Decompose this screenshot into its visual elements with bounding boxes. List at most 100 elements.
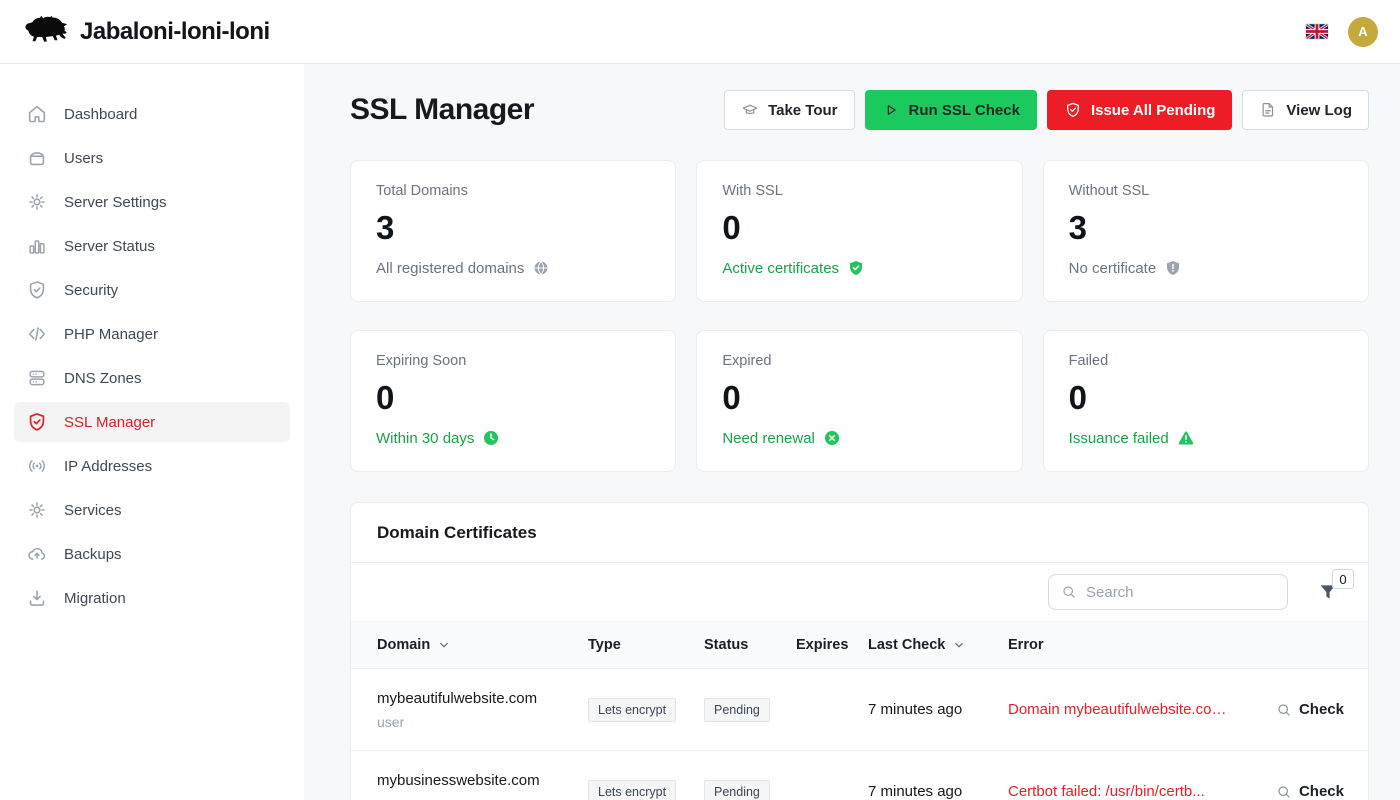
sidebar-item-label: Server Status — [64, 237, 155, 255]
column-label: Expires — [796, 637, 849, 653]
run-ssl-check-button[interactable]: Run SSL Check — [864, 90, 1037, 130]
language-flag-icon[interactable] — [1306, 24, 1328, 39]
sidebar-item-php-manager[interactable]: PHP Manager — [14, 314, 290, 354]
main-content: SSL Manager Take Tour Run SSL Check Issu… — [304, 64, 1400, 800]
take-tour-button[interactable]: Take Tour — [724, 90, 855, 130]
x-circle-icon — [824, 430, 839, 446]
stat-footer: Issuance failed — [1069, 429, 1343, 447]
stat-footer-label: Within 30 days — [376, 429, 475, 447]
code-icon — [28, 327, 46, 341]
sidebar-item-label: PHP Manager — [64, 325, 158, 343]
filter-count-badge: 0 — [1332, 569, 1354, 589]
shield-check-icon — [29, 281, 45, 299]
stat-label: Expired — [722, 353, 772, 369]
status-cell: Pending — [704, 697, 796, 722]
stat-label: Failed — [1068, 353, 1109, 369]
stat-footer-label: No certificate — [1068, 259, 1157, 277]
home-icon — [28, 105, 46, 123]
gear-icon — [29, 194, 45, 210]
type-cell: Lets encrypt — [588, 697, 704, 722]
status-badge: Pending — [704, 697, 770, 722]
user-avatar[interactable]: A — [1348, 16, 1378, 47]
stat-value: 3 — [1068, 209, 1088, 246]
check-button[interactable]: Check — [1276, 783, 1344, 800]
sidebar-item-users[interactable]: Users — [14, 138, 290, 178]
sidebar-item-label: Services — [64, 501, 122, 519]
chevron-down-icon — [440, 642, 449, 648]
stat-value: 3 — [376, 209, 395, 246]
shield-check-icon — [1067, 102, 1079, 118]
check-label: Check — [1298, 783, 1344, 800]
stat-label: Expiring Soon — [376, 353, 467, 369]
broadcast-icon — [29, 460, 45, 472]
sidebar-item-security[interactable]: Security — [14, 270, 290, 310]
search-box — [1048, 574, 1288, 610]
column-header-expires: Expires — [796, 637, 868, 653]
column-header-last-check[interactable]: Last Check — [868, 637, 1008, 653]
column-label: Status — [704, 637, 749, 653]
warning-triangle-icon — [1178, 431, 1193, 445]
view-log-label: View Log — [1286, 101, 1352, 119]
stat-card-expiring-soon: Expiring Soon 0 Within 30 days — [350, 330, 677, 472]
sidebar-item-backups[interactable]: Backups — [14, 534, 290, 574]
stats-grid: Total Domains 3 All registered domains W… — [350, 160, 1369, 472]
cloud-upload-icon — [28, 547, 46, 560]
search-icon — [1278, 703, 1290, 716]
sidebar-item-dns-zones[interactable]: DNS Zones — [14, 358, 290, 398]
sidebar: Dashboard Users Server Settings Server S… — [0, 64, 304, 800]
stat-footer: All registered domains — [376, 259, 650, 277]
users-box-icon — [29, 152, 45, 166]
globe-icon — [534, 261, 548, 275]
topbar-right: A — [1306, 16, 1378, 47]
error-cell: Domain mybeautifulwebsite.com... — [1008, 701, 1237, 718]
sidebar-item-ssl-manager[interactable]: SSL Manager — [14, 402, 290, 442]
app-title: Jabaloni-loni-loni — [80, 17, 270, 45]
domain-user: user — [377, 796, 588, 800]
filter-button[interactable]: 0 — [1318, 569, 1354, 602]
table-row: mybeautifulwebsite.com user Lets encrypt… — [351, 669, 1368, 751]
sidebar-item-services[interactable]: Services — [14, 490, 290, 530]
shield-check-icon — [850, 260, 863, 276]
last-check-cell: 7 minutes ago — [868, 701, 963, 718]
status-badge: Pending — [704, 779, 770, 800]
search-input[interactable] — [1086, 583, 1285, 601]
server-stack-icon — [29, 370, 45, 386]
funnel-icon — [1320, 585, 1336, 599]
stat-value: 0 — [722, 379, 741, 416]
clock-icon — [484, 430, 499, 446]
take-tour-label: Take Tour — [768, 101, 838, 119]
stat-label: With SSL — [722, 183, 783, 199]
sidebar-item-label: Dashboard — [64, 105, 138, 123]
type-badge: Lets encrypt — [588, 697, 677, 722]
bar-chart-icon — [29, 240, 45, 254]
sidebar-item-dashboard[interactable]: Dashboard — [14, 94, 290, 134]
check-button[interactable]: Check — [1276, 701, 1344, 718]
stat-value: 0 — [722, 209, 741, 246]
boar-logo-icon — [25, 15, 68, 42]
last-check-cell: 7 minutes ago — [868, 783, 963, 800]
stat-card-expired: Expired 0 Need renewal — [696, 330, 1023, 472]
sidebar-item-label: Security — [64, 281, 119, 299]
sidebar-item-server-status[interactable]: Server Status — [14, 226, 290, 266]
domain-user: user — [377, 713, 405, 730]
column-label: Domain — [377, 637, 431, 653]
view-log-button[interactable]: View Log — [1242, 90, 1369, 130]
stat-label: Total Domains — [376, 183, 468, 199]
sidebar-item-label: IP Addresses — [64, 457, 153, 475]
stat-footer: Within 30 days — [376, 429, 650, 447]
sidebar-item-migration[interactable]: Migration — [14, 578, 290, 618]
shield-check-icon — [29, 413, 45, 431]
sidebar-item-ip-addresses[interactable]: IP Addresses — [14, 446, 290, 486]
search-icon — [1063, 586, 1075, 598]
table-row: mybusinesswebsite.com user Lets encrypt … — [351, 751, 1368, 800]
issue-all-pending-button[interactable]: Issue All Pending — [1046, 90, 1233, 130]
panel-toolbar: 0 — [351, 563, 1368, 621]
column-header-domain[interactable]: Domain — [377, 637, 588, 653]
column-label: Last Check — [868, 637, 946, 653]
stat-card-with-ssl: With SSL 0 Active certificates — [696, 160, 1023, 302]
column-label: Type — [588, 637, 621, 653]
stat-footer-label: All registered domains — [376, 259, 525, 277]
sidebar-item-server-settings[interactable]: Server Settings — [14, 182, 290, 222]
column-header-error: Error — [1008, 637, 1248, 653]
stat-label: Without SSL — [1068, 183, 1150, 199]
